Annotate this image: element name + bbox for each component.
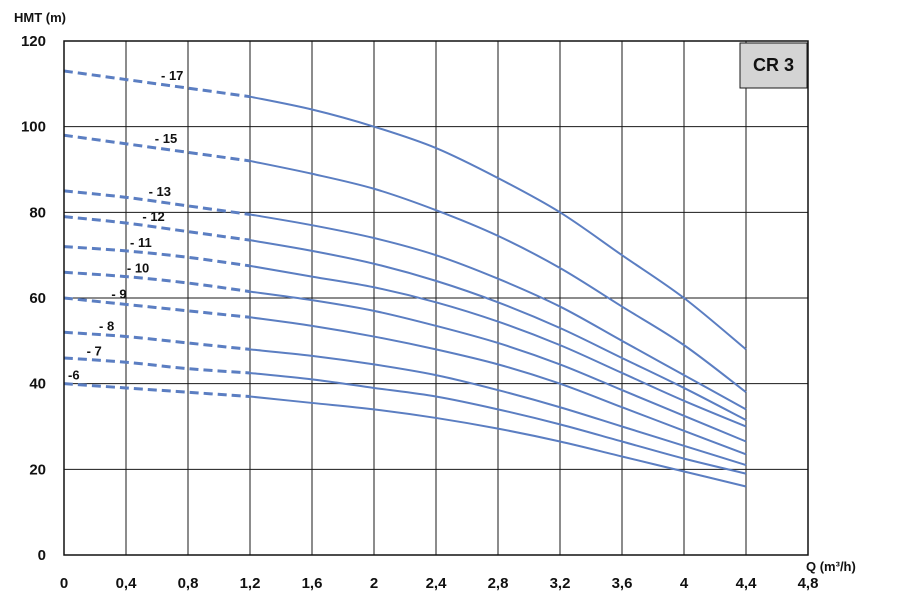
curve-dashed-segment [63, 270, 251, 294]
x-tick-label: 3,6 [612, 575, 633, 592]
curve-solid-segment [249, 264, 747, 428]
curve-label: - 9 [111, 286, 126, 301]
x-tick-label: 0 [60, 575, 68, 592]
curve-label: - 17 [161, 68, 183, 83]
curve-solid-segment [249, 395, 747, 488]
curve-solid-segment [249, 239, 747, 421]
curve-dashed-segment [63, 69, 251, 99]
curve-solid-segment [249, 371, 747, 475]
y-tick-label: 0 [38, 547, 46, 564]
plot-border [63, 40, 809, 556]
grid [63, 40, 809, 556]
curve-label: - 15 [155, 131, 177, 146]
curve-dashed-segment [63, 296, 251, 319]
model-box-label: CR 3 [753, 55, 794, 75]
curve-label: - 10 [127, 260, 149, 275]
curve-dashed-segment [63, 245, 251, 268]
curve-solid-segment [249, 95, 747, 351]
x-tick-label: 2,8 [488, 575, 509, 592]
curve-solid-segment [249, 316, 747, 456]
x-axis-title: Q (m³/h) [806, 559, 856, 574]
x-tick-label: 0,8 [178, 575, 199, 592]
x-tick-label: 3,2 [550, 575, 571, 592]
plot-frame [63, 40, 809, 556]
curve-solid-segment [249, 348, 747, 467]
x-tick-label: 2,4 [426, 575, 448, 592]
y-tick-label: 20 [29, 461, 46, 478]
y-tick-label: 60 [29, 290, 46, 307]
curve-dashed-segment [63, 330, 251, 351]
model-box-frame [739, 42, 808, 89]
curve-labels: - 17 - 15 - 13 - 12 - 11 - 10- 9 - 8 - 7 -6 [68, 68, 183, 383]
curve-label: - 12 [142, 209, 164, 224]
x-tick-label: 4 [680, 575, 689, 592]
curve-solid-segment [249, 159, 747, 394]
y-tick-label: 40 [29, 376, 46, 393]
curve-label: - 8 [99, 318, 114, 333]
curve-solid-segment [249, 290, 747, 443]
y-tick-label: 120 [21, 33, 46, 50]
y-axis-ticks: 0 20 40 60 80 100 120 [21, 33, 46, 564]
model-box: CR 3 [739, 42, 808, 89]
y-axis-title: HMT (m) [14, 10, 66, 25]
curve-label: - 7 [87, 343, 102, 358]
y-tick-label: 100 [21, 119, 46, 136]
x-tick-label: 4,4 [736, 575, 758, 592]
curve-dashed-segment [63, 189, 251, 216]
curve-dashed-segment [63, 356, 251, 375]
curve-solid-segment [249, 213, 747, 411]
y-tick-label: 80 [29, 204, 46, 221]
x-tick-label: 4,8 [798, 575, 819, 592]
curve-label: -6 [68, 368, 80, 383]
curve-label: - 11 [130, 235, 152, 250]
curve-dashed-segment [63, 133, 251, 163]
x-tick-label: 0,4 [116, 575, 138, 592]
curve-dashed-segment [63, 215, 251, 242]
x-tick-label: 1,6 [302, 575, 323, 592]
x-tick-label: 2 [370, 575, 378, 592]
curve-dashed-segment [63, 382, 251, 399]
curve-label: - 13 [149, 184, 171, 199]
curves [63, 69, 747, 488]
x-axis-ticks: 0 0,4 0,8 1,2 1,6 2 2,4 2,8 3,2 3,6 4 4,4 4,8 [60, 575, 819, 592]
x-tick-label: 1,2 [240, 575, 261, 592]
